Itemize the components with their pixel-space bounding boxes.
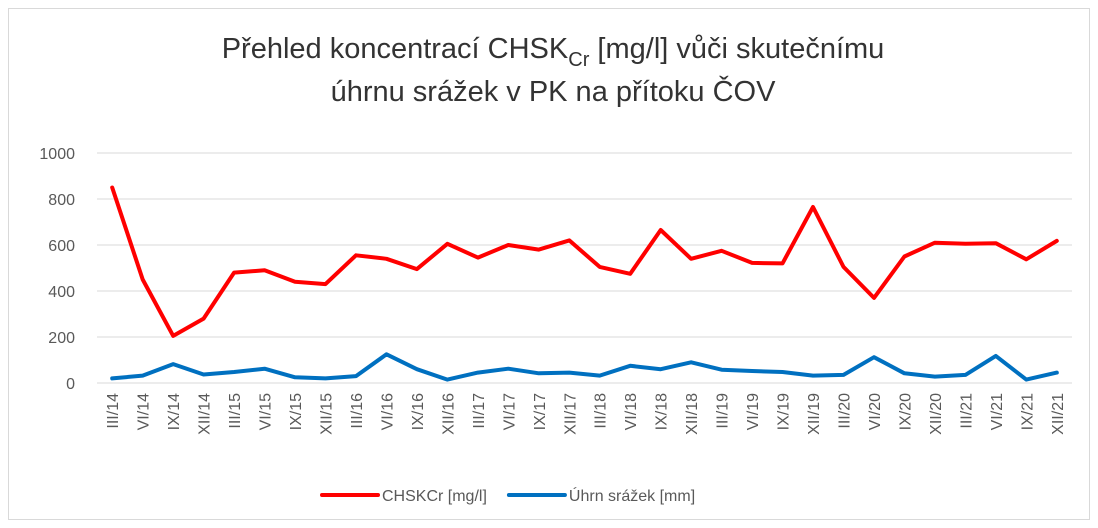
legend-label: CHSKCr [mg/l] <box>382 488 487 505</box>
x-tick-label: III/16 <box>349 393 366 429</box>
y-tick-label: 1000 <box>39 146 75 163</box>
chart-title: Přehled koncentrací CHSKCr [mg/l] vůči s… <box>222 33 885 71</box>
x-tick-label: XII/14 <box>197 393 214 435</box>
x-tick-label: IX/18 <box>654 393 671 430</box>
x-tick-label: III/14 <box>105 393 122 429</box>
x-tick-label: XII/18 <box>684 393 701 435</box>
x-tick-label: XII/21 <box>1050 393 1067 435</box>
x-tick-label: XII/17 <box>562 393 579 435</box>
y-tick-label: 800 <box>48 192 75 209</box>
x-tick-label: VI/15 <box>258 393 275 430</box>
x-tick-label: III/19 <box>715 393 732 429</box>
x-tick-label: VI/14 <box>136 393 153 430</box>
x-tick-label: III/21 <box>958 393 975 429</box>
x-tick-label: XII/15 <box>319 393 336 435</box>
chart-frame <box>8 8 1090 520</box>
y-tick-label: 200 <box>48 330 75 347</box>
x-tick-label: VI/21 <box>989 393 1006 430</box>
x-tick-label: VI/16 <box>379 393 396 430</box>
x-tick-label: XII/16 <box>440 393 457 435</box>
x-tick-label: IX/21 <box>1019 393 1036 430</box>
x-tick-label: VI/19 <box>745 393 762 430</box>
x-tick-label: IX/20 <box>897 393 914 430</box>
x-tick-label: III/17 <box>471 393 488 429</box>
data-line <box>110 352 1059 382</box>
x-tick-label: IX/16 <box>410 393 427 430</box>
title-part: [mg/l] vůči skutečnímu <box>589 33 884 65</box>
chart-title: úhrnu srážek v PK na přítoku ČOV <box>331 74 777 108</box>
y-tick-label: 600 <box>48 238 75 255</box>
data-line <box>110 185 1059 338</box>
x-tick-label: VI/20 <box>867 393 884 430</box>
y-tick-label: 400 <box>48 284 75 301</box>
x-tick-label: XII/20 <box>928 393 945 435</box>
x-tick-label: VI/18 <box>623 393 640 430</box>
x-tick-label: III/18 <box>593 393 610 429</box>
x-tick-label: III/20 <box>836 393 853 429</box>
x-tick-label: XII/19 <box>806 393 823 435</box>
x-tick-label: IX/14 <box>166 393 183 430</box>
y-tick-label: 0 <box>66 376 75 393</box>
title-part: Přehled koncentrací CHSK <box>222 33 569 65</box>
x-tick-label: IX/19 <box>776 393 793 430</box>
x-tick-label: VI/17 <box>501 393 518 430</box>
x-tick-label: IX/15 <box>288 393 305 430</box>
legend-label: Úhrn srážek [mm] <box>569 486 695 505</box>
title-subscript: Cr <box>568 49 589 71</box>
x-tick-label: III/15 <box>227 393 244 429</box>
x-tick-label: IX/17 <box>532 393 549 430</box>
